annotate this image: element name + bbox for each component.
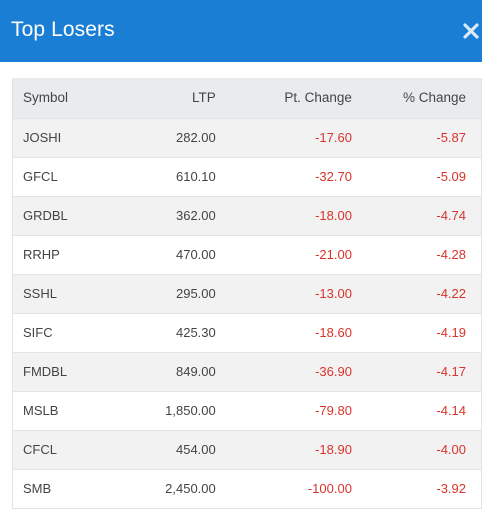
cell-symbol[interactable]: MSLB (13, 391, 126, 430)
cell-symbol[interactable]: SMB (13, 469, 126, 508)
cell-symbol[interactable]: SIFC (13, 313, 126, 352)
cell-pct-change: -4.22 (351, 274, 481, 313)
column-header-symbol[interactable]: Symbol (13, 78, 126, 118)
cell-symbol[interactable]: JOSHI (13, 118, 126, 157)
cell-pt-change: -36.90 (215, 352, 352, 391)
cell-pct-change: -4.00 (351, 430, 481, 469)
close-icon[interactable] (461, 21, 481, 41)
modal-header: Top Losers (0, 0, 482, 62)
cell-pct-change: -3.92 (351, 469, 481, 508)
cell-pt-change: -21.00 (215, 235, 352, 274)
table-header-row: Symbol LTP Pt. Change % Change (13, 78, 481, 118)
cell-pct-change: -4.14 (351, 391, 481, 430)
cell-pt-change: -17.60 (215, 118, 352, 157)
table-row[interactable]: FMDBL 849.00 -36.90 -4.17 (13, 352, 481, 391)
cell-ltp: 425.30 (125, 313, 216, 352)
table-row[interactable]: MSLB 1,850.00 -79.80 -4.14 (13, 391, 481, 430)
column-header-ltp[interactable]: LTP (125, 78, 216, 118)
cell-pt-change: -18.90 (215, 430, 352, 469)
cell-ltp: 282.00 (125, 118, 216, 157)
table-row[interactable]: CFCL 454.00 -18.90 -4.00 (13, 430, 481, 469)
cell-pt-change: -32.70 (215, 157, 352, 196)
cell-symbol[interactable]: GRDBL (13, 196, 126, 235)
cell-pt-change: -79.80 (215, 391, 352, 430)
cell-pct-change: -4.74 (351, 196, 481, 235)
top-losers-table: Symbol LTP Pt. Change % Change JOSHI 282… (12, 78, 482, 509)
cell-ltp: 295.00 (125, 274, 216, 313)
modal-title: Top Losers (11, 18, 115, 41)
cell-pt-change: -18.00 (215, 196, 352, 235)
cell-pt-change: -13.00 (215, 274, 352, 313)
cell-ltp: 362.00 (125, 196, 216, 235)
cell-ltp: 610.10 (125, 157, 216, 196)
cell-pct-change: -5.09 (351, 157, 481, 196)
table-row[interactable]: GFCL 610.10 -32.70 -5.09 (13, 157, 481, 196)
table-row[interactable]: GRDBL 362.00 -18.00 -4.74 (13, 196, 481, 235)
cell-ltp: 454.00 (125, 430, 216, 469)
cell-symbol[interactable]: SSHL (13, 274, 126, 313)
cell-ltp: 849.00 (125, 352, 216, 391)
cell-symbol[interactable]: GFCL (13, 157, 126, 196)
cell-pt-change: -100.00 (215, 469, 352, 508)
cell-pct-change: -4.19 (351, 313, 481, 352)
table-row[interactable]: SMB 2,450.00 -100.00 -3.92 (13, 469, 481, 508)
cell-pct-change: -4.17 (351, 352, 481, 391)
cell-pct-change: -4.28 (351, 235, 481, 274)
cell-ltp: 470.00 (125, 235, 216, 274)
table-row[interactable]: JOSHI 282.00 -17.60 -5.87 (13, 118, 481, 157)
table-row[interactable]: SIFC 425.30 -18.60 -4.19 (13, 313, 481, 352)
column-header-pt-change[interactable]: Pt. Change (215, 78, 352, 118)
cell-symbol[interactable]: CFCL (13, 430, 126, 469)
cell-pt-change: -18.60 (215, 313, 352, 352)
table-row[interactable]: RRHP 470.00 -21.00 -4.28 (13, 235, 481, 274)
cell-symbol[interactable]: FMDBL (13, 352, 126, 391)
cell-ltp: 2,450.00 (125, 469, 216, 508)
cell-ltp: 1,850.00 (125, 391, 216, 430)
column-header-pct-change[interactable]: % Change (351, 78, 481, 118)
cell-symbol[interactable]: RRHP (13, 235, 126, 274)
cell-pct-change: -5.87 (351, 118, 481, 157)
table-row[interactable]: SSHL 295.00 -13.00 -4.22 (13, 274, 481, 313)
